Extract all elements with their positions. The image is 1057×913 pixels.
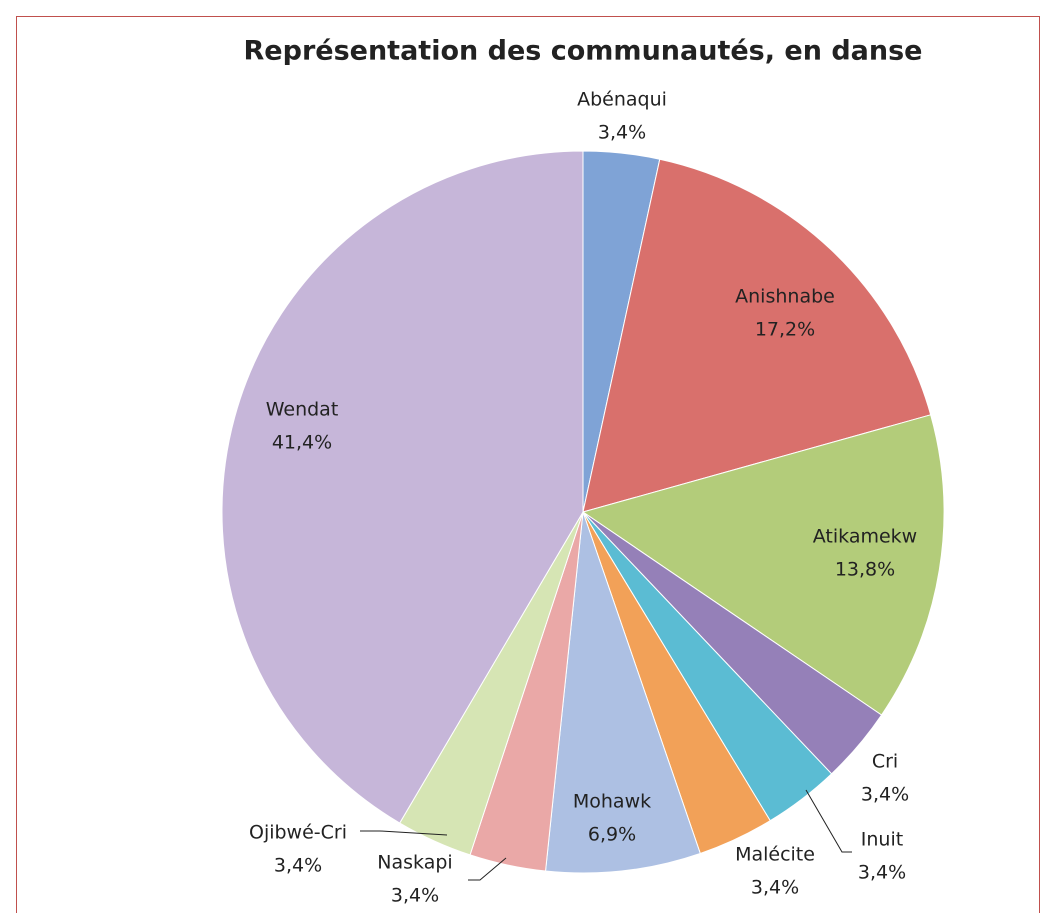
leader-line bbox=[360, 830, 448, 836]
pie-slice bbox=[581, 414, 945, 716]
leader-line bbox=[805, 789, 852, 853]
leader-line bbox=[468, 857, 507, 881]
slice-label: Abénaqui bbox=[577, 89, 667, 111]
pie-slice bbox=[582, 158, 932, 513]
pie-slice bbox=[221, 150, 584, 824]
slice-value-label: 3,4% bbox=[391, 885, 439, 907]
slice-value-label: 41,4% bbox=[272, 432, 332, 454]
slice-label: Atikamekw bbox=[813, 526, 917, 548]
pie-slice bbox=[544, 511, 701, 874]
slice-label: Cri bbox=[872, 751, 898, 773]
chart-title: Représentation des communautés, en danse bbox=[244, 36, 923, 67]
slice-value-label: 3,4% bbox=[274, 855, 322, 877]
slice-value-label: 3,4% bbox=[858, 862, 906, 884]
slice-label: Ojibwé-Cri bbox=[249, 822, 347, 844]
slice-value-label: 13,8% bbox=[835, 559, 895, 581]
slice-label: Mohawk bbox=[573, 791, 651, 813]
slice-label: Naskapi bbox=[377, 852, 452, 874]
slice-label: Inuit bbox=[861, 829, 903, 851]
slice-label: Anishnabe bbox=[735, 286, 835, 308]
slice-value-label: 3,4% bbox=[861, 784, 909, 806]
slice-value-label: 3,4% bbox=[751, 877, 799, 899]
slice-value-label: 17,2% bbox=[755, 319, 815, 341]
slice-value-label: 3,4% bbox=[598, 122, 646, 144]
slice-value-label: 6,9% bbox=[588, 824, 636, 846]
slice-label: Wendat bbox=[266, 399, 339, 421]
slice-label: Malécite bbox=[735, 844, 815, 866]
